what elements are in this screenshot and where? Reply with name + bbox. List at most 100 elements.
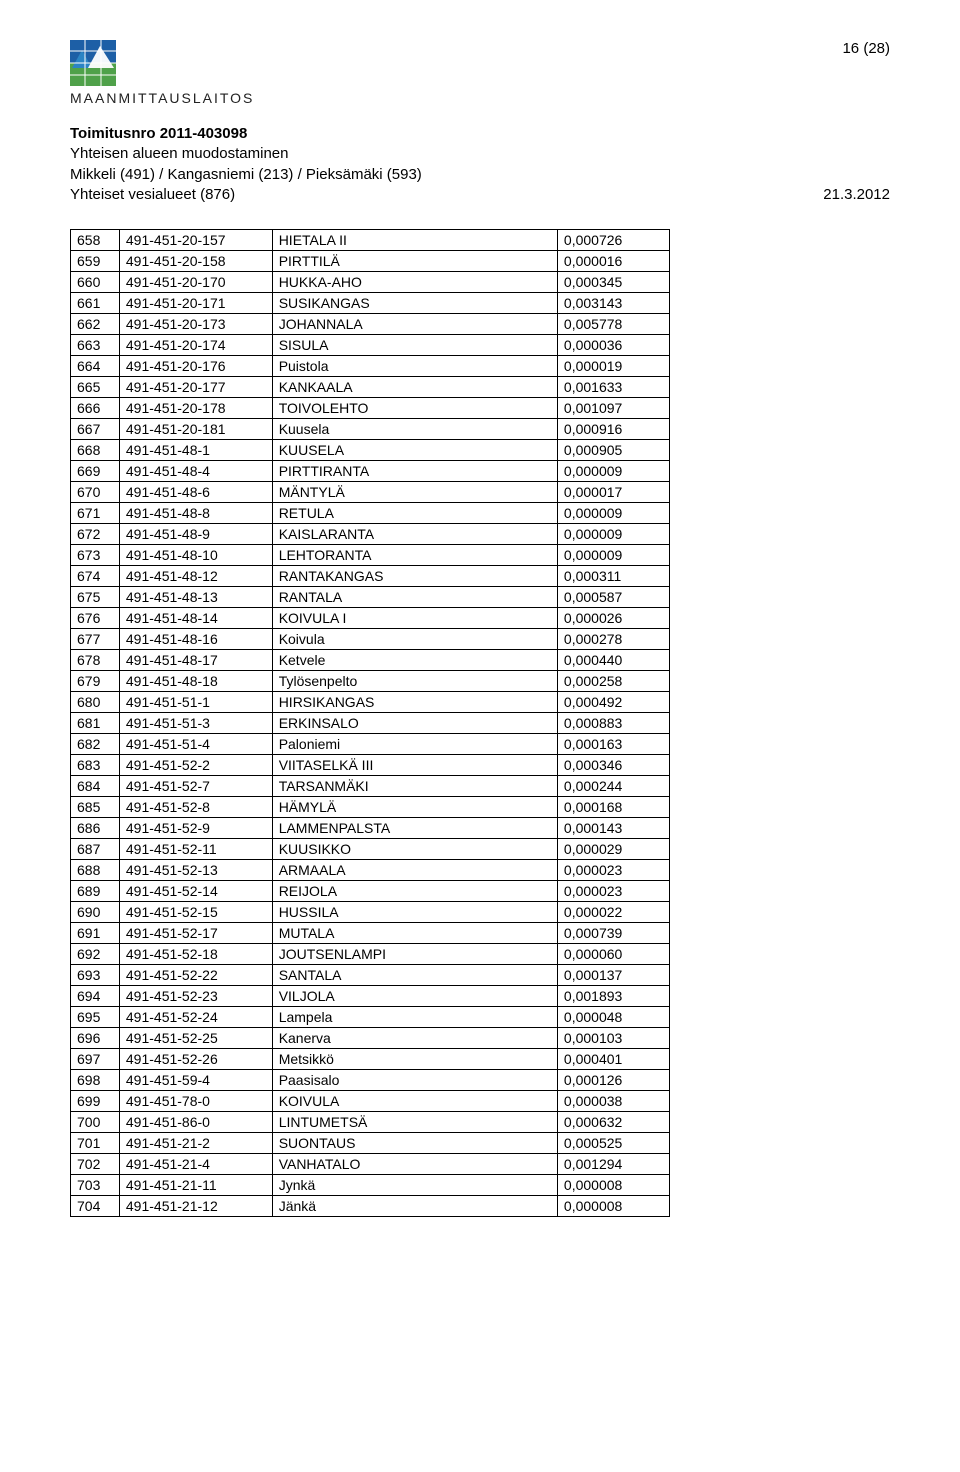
table-cell: SUONTAUS xyxy=(272,1133,557,1154)
table-cell: 491-451-52-26 xyxy=(119,1049,272,1070)
table-cell: 0,000038 xyxy=(557,1091,669,1112)
table-row: 690491-451-52-15HUSSILA0,000022 xyxy=(71,902,670,923)
table-row: 675491-451-48-13RANTALA0,000587 xyxy=(71,587,670,608)
table-cell: 491-451-52-22 xyxy=(119,965,272,986)
table-cell: RANTALA xyxy=(272,587,557,608)
table-row: 663491-451-20-174SISULA0,000036 xyxy=(71,335,670,356)
table-cell: ARMAALA xyxy=(272,860,557,881)
table-cell: 699 xyxy=(71,1091,120,1112)
table-cell: 678 xyxy=(71,650,120,671)
table-cell: 491-451-48-16 xyxy=(119,629,272,650)
table-cell: 491-451-52-14 xyxy=(119,881,272,902)
table-row: 677491-451-48-16Koivula0,000278 xyxy=(71,629,670,650)
table-cell: 0,000311 xyxy=(557,566,669,587)
table-cell: KUUSIKKO xyxy=(272,839,557,860)
table-row: 691491-451-52-17MUTALA0,000739 xyxy=(71,923,670,944)
table-cell: VIITASELKÄ III xyxy=(272,755,557,776)
table-row: 674491-451-48-12RANTAKANGAS0,000311 xyxy=(71,566,670,587)
table-row: 693491-451-52-22SANTALA0,000137 xyxy=(71,965,670,986)
table-cell: 0,000739 xyxy=(557,923,669,944)
table-cell: PIRTTILÄ xyxy=(272,251,557,272)
table-cell: 662 xyxy=(71,314,120,335)
table-row: 685491-451-52-8HÄMYLÄ0,000168 xyxy=(71,797,670,818)
table-row: 668491-451-48-1KUUSELA0,000905 xyxy=(71,440,670,461)
table-row: 658491-451-20-157HIETALA II0,000726 xyxy=(71,230,670,251)
table-cell: 0,003143 xyxy=(557,293,669,314)
table-cell: VANHATALO xyxy=(272,1154,557,1175)
table-cell: 491-451-52-24 xyxy=(119,1007,272,1028)
table-cell: 491-451-20-170 xyxy=(119,272,272,293)
table-cell: 686 xyxy=(71,818,120,839)
table-cell: 0,000346 xyxy=(557,755,669,776)
table-cell: 674 xyxy=(71,566,120,587)
table-cell: Kuusela xyxy=(272,419,557,440)
header-line-4: Yhteiset vesialueet (876) xyxy=(70,185,235,205)
table-cell: 0,000883 xyxy=(557,713,669,734)
table-row: 676491-451-48-14KOIVULA I0,000026 xyxy=(71,608,670,629)
table-cell: 491-451-52-11 xyxy=(119,839,272,860)
table-cell: 491-451-21-4 xyxy=(119,1154,272,1175)
table-cell: VILJOLA xyxy=(272,986,557,1007)
table-cell: LINTUMETSÄ xyxy=(272,1112,557,1133)
table-cell: 682 xyxy=(71,734,120,755)
table-cell: 491-451-48-18 xyxy=(119,671,272,692)
table-cell: 491-451-52-15 xyxy=(119,902,272,923)
table-cell: 491-451-52-2 xyxy=(119,755,272,776)
table-cell: Paasisalo xyxy=(272,1070,557,1091)
table-cell: 691 xyxy=(71,923,120,944)
table-cell: TOIVOLEHTO xyxy=(272,398,557,419)
table-cell: ERKINSALO xyxy=(272,713,557,734)
table-row: 701491-451-21-2SUONTAUS0,000525 xyxy=(71,1133,670,1154)
table-cell: 0,000048 xyxy=(557,1007,669,1028)
table-cell: 0,000009 xyxy=(557,503,669,524)
table-row: 679491-451-48-18Tylösenpelto0,000258 xyxy=(71,671,670,692)
table-cell: Jynkä xyxy=(272,1175,557,1196)
table-cell: 491-451-52-8 xyxy=(119,797,272,818)
table-cell: RANTAKANGAS xyxy=(272,566,557,587)
table-row: 660491-451-20-170HUKKA-AHO0,000345 xyxy=(71,272,670,293)
header-block: Toimitusnro 2011-403098 Yhteisen alueen … xyxy=(70,124,890,205)
table-cell: 700 xyxy=(71,1112,120,1133)
table-cell: 703 xyxy=(71,1175,120,1196)
table-cell: HIETALA II xyxy=(272,230,557,251)
table-cell: Ketvele xyxy=(272,650,557,671)
page-number: 16 (28) xyxy=(842,40,890,57)
table-cell: 491-451-20-181 xyxy=(119,419,272,440)
table-row: 683491-451-52-2VIITASELKÄ III0,000346 xyxy=(71,755,670,776)
table-cell: 491-451-20-171 xyxy=(119,293,272,314)
table-cell: KOIVULA I xyxy=(272,608,557,629)
table-cell: 697 xyxy=(71,1049,120,1070)
table-row: 664491-451-20-176Puistola0,000019 xyxy=(71,356,670,377)
table-cell: LEHTORANTA xyxy=(272,545,557,566)
table-row: 702491-451-21-4VANHATALO0,001294 xyxy=(71,1154,670,1175)
table-cell: 0,000916 xyxy=(557,419,669,440)
table-cell: JOUTSENLAMPI xyxy=(272,944,557,965)
table-row: 688491-451-52-13ARMAALA0,000023 xyxy=(71,860,670,881)
table-cell: 491-451-20-158 xyxy=(119,251,272,272)
table-row: 689491-451-52-14REIJOLA0,000023 xyxy=(71,881,670,902)
table-cell: 692 xyxy=(71,944,120,965)
table-cell: 491-451-21-2 xyxy=(119,1133,272,1154)
table-cell: 675 xyxy=(71,587,120,608)
table-cell: HUKKA-AHO xyxy=(272,272,557,293)
header-date: 21.3.2012 xyxy=(823,185,890,205)
header-line-2: Yhteisen alueen muodostaminen xyxy=(70,144,890,164)
table-cell: 677 xyxy=(71,629,120,650)
table-cell: MUTALA xyxy=(272,923,557,944)
table-cell: 491-451-48-9 xyxy=(119,524,272,545)
table-cell: HIRSIKANGAS xyxy=(272,692,557,713)
table-cell: 0,000009 xyxy=(557,545,669,566)
table-cell: 659 xyxy=(71,251,120,272)
table-cell: LAMMENPALSTA xyxy=(272,818,557,839)
table-cell: 491-451-20-157 xyxy=(119,230,272,251)
table-cell: 491-451-48-1 xyxy=(119,440,272,461)
table-cell: 491-451-52-9 xyxy=(119,818,272,839)
table-cell: 658 xyxy=(71,230,120,251)
table-cell: 491-451-48-14 xyxy=(119,608,272,629)
table-cell: 491-451-52-17 xyxy=(119,923,272,944)
table-row: 692491-451-52-18JOUTSENLAMPI0,000060 xyxy=(71,944,670,965)
header-line-3: Mikkeli (491) / Kangasniemi (213) / Piek… xyxy=(70,165,890,185)
table-cell: 660 xyxy=(71,272,120,293)
table-cell: 0,000726 xyxy=(557,230,669,251)
table-row: 661491-451-20-171SUSIKANGAS0,003143 xyxy=(71,293,670,314)
